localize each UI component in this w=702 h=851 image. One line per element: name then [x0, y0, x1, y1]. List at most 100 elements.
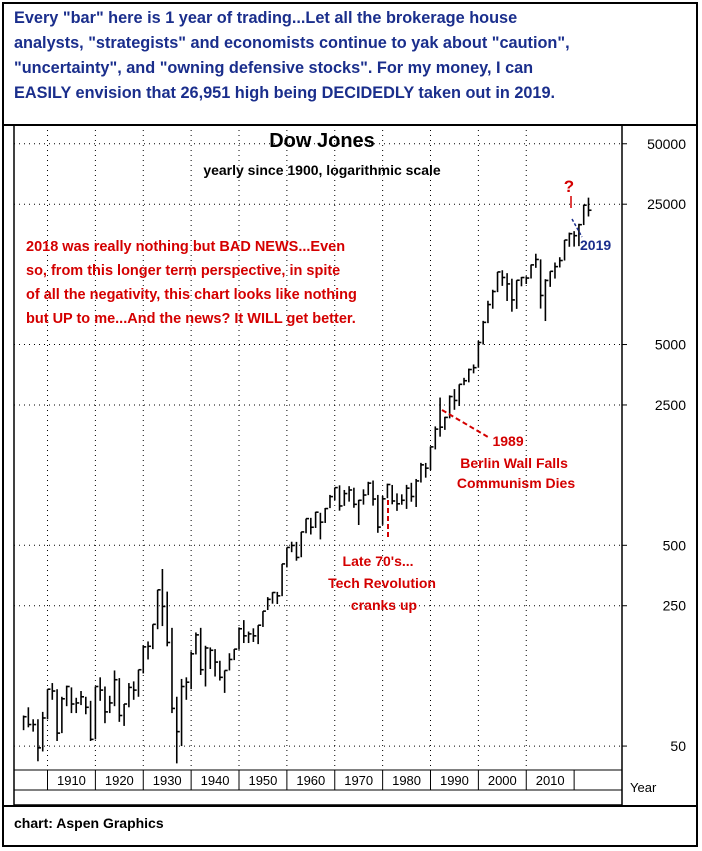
ohlc-bar	[357, 499, 362, 526]
ohlc-bar	[434, 426, 439, 450]
ohlc-bar	[75, 697, 80, 714]
ohlc-bar	[238, 627, 243, 650]
ohlc-bar	[152, 623, 156, 650]
ohlc-bar	[123, 703, 128, 726]
ohlc-bar	[535, 253, 539, 268]
ohlc-bar	[506, 273, 511, 302]
bad-news-line: 2018 was really nothing but BAD NEWS...E…	[26, 239, 345, 255]
ohlc-bar	[405, 484, 410, 509]
ohlc-bar	[429, 446, 434, 471]
ohlc-bar	[85, 696, 89, 715]
ohlc-bar	[381, 495, 386, 525]
ohlc-bar	[501, 270, 506, 286]
ohlc-bar	[453, 389, 458, 410]
ohlc-bar	[70, 687, 75, 714]
ohlc-bar	[415, 478, 420, 507]
ohlc-bar	[252, 628, 257, 642]
ohlc-bar	[132, 681, 137, 700]
ohlc-bar	[51, 683, 56, 700]
ohlc-bar	[46, 688, 51, 720]
y-tick-label: 25000	[647, 196, 686, 212]
ohlc-bar	[410, 482, 415, 502]
ohlc-bar	[108, 695, 113, 714]
x-tick-label: 1920	[105, 773, 134, 788]
ohlc-bar	[558, 257, 563, 268]
x-tick-labels: 1910 1920 1930 1940 1950 1960 1970 1980 1990 2000…	[57, 773, 565, 788]
berlin-note: 1989 Berlin Wall Falls Communism Dies	[457, 433, 575, 491]
ohlc-bar	[276, 591, 281, 605]
ohlc-bar	[209, 647, 214, 670]
question-mark: ?	[564, 177, 574, 196]
ohlc-bar	[491, 289, 496, 309]
y-tick-label: 500	[663, 537, 687, 553]
berlin-line: Communism Dies	[457, 475, 575, 491]
ohlc-bar	[420, 462, 424, 483]
ohlc-bar	[544, 279, 549, 322]
ohlc-bar	[333, 486, 338, 501]
tech-note: Late 70's... Tech Revolution cranks up	[328, 553, 440, 613]
x-axis-label: Year	[630, 780, 657, 795]
ohlc-bar	[396, 493, 400, 511]
plot-area	[13, 124, 623, 806]
bad-news-line: so, from this longer term perspective, i…	[26, 263, 340, 279]
ohlc-bar	[424, 462, 429, 478]
ohlc-bar	[367, 481, 372, 496]
ohlc-bar	[587, 197, 592, 217]
ohlc-bar	[477, 340, 482, 368]
ohlc-bar	[472, 364, 477, 374]
ohlc-bar	[104, 686, 108, 724]
ohlc-bar	[41, 711, 46, 752]
ohlc-bar	[118, 678, 123, 722]
ohlc-bar	[520, 276, 525, 287]
x-tick-label: 1980	[392, 773, 421, 788]
ohlc-bar	[190, 651, 195, 690]
y-tick-label: 50000	[647, 136, 686, 152]
ohlc-bar	[262, 610, 266, 627]
ohlc-bar	[195, 632, 199, 655]
ohlc-bar	[458, 383, 463, 407]
x-tick-label: 2000	[488, 773, 517, 788]
ohlc-bar	[128, 683, 132, 708]
header-line: EASILY envision that 26,951 high being D…	[14, 84, 556, 102]
year-2019-label: 2019	[580, 237, 611, 253]
x-tick-label: 1950	[248, 773, 277, 788]
header-line: Every "bar" here is 1 year of trading...…	[14, 9, 518, 27]
ohlc-bar	[444, 416, 448, 430]
ohlc-bar	[386, 483, 391, 499]
ohlc-bar	[214, 649, 219, 677]
ohlc-bar	[295, 541, 300, 561]
ohlc-bar	[219, 660, 223, 681]
header-line: "uncertainty", and "owning defensive sto…	[14, 59, 534, 77]
ohlc-bar	[578, 223, 582, 247]
tech-line: Tech Revolution	[328, 575, 436, 591]
ohlc-bar	[271, 591, 276, 604]
ohlc-bar	[185, 677, 190, 700]
ohlc-bar	[223, 669, 228, 693]
ohlc-bar	[582, 204, 587, 226]
ohlc-bar	[80, 691, 85, 706]
ohlc-bar	[290, 541, 295, 553]
ohlc-bar	[362, 489, 367, 505]
ohlc-bar	[353, 487, 357, 508]
x-tick-label: 1960	[296, 773, 325, 788]
ohlc-bar	[300, 531, 305, 558]
ohlc-bar	[482, 320, 487, 345]
ohlc-bars	[22, 197, 592, 764]
y-tick-label: 250	[663, 598, 687, 614]
ohlc-bar	[329, 494, 333, 509]
ohlc-bar	[37, 719, 41, 762]
ohlc-bar	[27, 707, 32, 728]
ohlc-bar	[468, 368, 472, 383]
grid-lines	[14, 125, 627, 790]
ohlc-bar	[61, 696, 65, 734]
ohlc-bar	[156, 589, 161, 630]
chart-credit: chart: Aspen Graphics	[14, 815, 164, 831]
y-tick-label: 5000	[655, 337, 686, 353]
chart-subtitle: yearly since 1900, logarithmic scale	[203, 162, 441, 178]
x-tick-label: 1990	[440, 773, 469, 788]
ohlc-bar	[338, 485, 343, 511]
ohlc-bar	[324, 507, 329, 523]
ohlc-bar	[257, 624, 262, 645]
ohlc-bar	[242, 620, 247, 644]
berlin-pointer	[441, 409, 489, 438]
